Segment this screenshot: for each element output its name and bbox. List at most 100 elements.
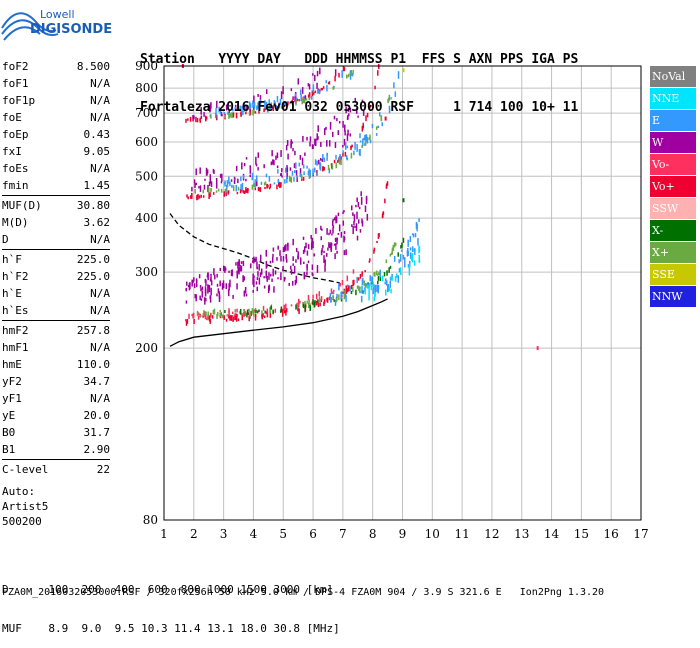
echo-mark — [408, 267, 411, 276]
echo-mark — [329, 229, 332, 234]
echo-mark — [248, 308, 250, 312]
param-value: 110.0 — [76, 358, 110, 371]
echo-mark — [254, 313, 257, 318]
echo-mark — [290, 177, 293, 183]
echo-mark — [297, 255, 299, 260]
param-value: 257.8 — [76, 324, 110, 337]
echo-mark — [347, 75, 350, 78]
echo-mark — [368, 260, 371, 263]
echo-mark — [277, 178, 280, 184]
param-label: hmE — [2, 358, 22, 371]
echo-mark — [365, 197, 368, 205]
echo-mark — [362, 290, 364, 294]
echo-mark — [311, 237, 314, 244]
echo-mark — [382, 211, 385, 215]
echo-mark — [268, 284, 271, 291]
echo-mark — [315, 293, 318, 300]
echo-mark — [383, 272, 386, 277]
echo-mark — [225, 104, 228, 111]
echo-mark — [410, 252, 412, 259]
echo-mark — [352, 226, 354, 235]
echo-mark — [216, 283, 219, 287]
echo-mark — [211, 315, 214, 319]
echo-mark — [279, 250, 281, 256]
echo-mark — [356, 276, 358, 284]
echo-mark — [345, 295, 347, 302]
echo-mark — [346, 275, 349, 282]
echo-mark — [250, 263, 252, 269]
echo-mark — [345, 106, 347, 114]
echo-mark — [320, 236, 322, 241]
echo-mark — [265, 101, 268, 109]
param-row: foF2 8.500 — [2, 58, 110, 75]
ion-profile-curve — [169, 298, 388, 347]
echo-mark — [343, 67, 346, 72]
echo-mark — [311, 301, 314, 305]
echo-mark — [197, 193, 199, 200]
echo-mark — [216, 100, 218, 109]
echo-mark — [343, 293, 346, 300]
echo-mark — [232, 113, 235, 118]
echo-mark — [297, 251, 299, 260]
param-label: B1 — [2, 443, 16, 456]
echo-mark — [393, 242, 396, 248]
echo-mark — [245, 112, 247, 115]
echo-mark — [349, 133, 351, 137]
echo-mark — [227, 190, 230, 194]
auto-software: Artist5 — [2, 500, 49, 513]
echo-mark — [371, 279, 373, 285]
echo-mark — [373, 296, 376, 302]
echo-mark — [346, 157, 349, 161]
echo-mark — [329, 243, 331, 249]
echo-mark — [240, 261, 243, 264]
echo-mark — [184, 319, 187, 322]
echo-mark — [238, 259, 240, 267]
echo-mark — [313, 91, 315, 95]
echo-mark — [205, 313, 207, 318]
echo-mark — [407, 239, 409, 247]
echo-mark — [309, 169, 311, 178]
echo-mark — [340, 231, 343, 238]
y-tick-label: 800 — [135, 81, 158, 95]
echo-mark — [268, 272, 270, 280]
param-label: B0 — [2, 426, 16, 439]
echo-mark — [361, 99, 364, 103]
echo-mark — [265, 270, 267, 279]
echo-mark — [248, 111, 251, 116]
echo-mark — [370, 281, 372, 287]
echo-mark — [229, 181, 231, 187]
echo-mark — [297, 307, 299, 312]
param-row: foF1p N/A — [2, 92, 110, 109]
echo-mark — [259, 95, 262, 102]
echo-mark — [356, 235, 359, 241]
echo-mark — [208, 193, 210, 200]
echo-mark — [278, 181, 281, 187]
echo-mark — [257, 186, 260, 192]
echo-mark — [399, 253, 402, 262]
echo-mark — [205, 116, 208, 120]
echo-mark — [231, 113, 233, 117]
echo-mark — [232, 311, 234, 314]
echo-mark — [280, 255, 282, 262]
echo-mark — [213, 308, 216, 315]
echo-mark — [203, 184, 206, 190]
echo-mark — [308, 168, 310, 176]
echo-mark — [256, 277, 259, 281]
echo-mark — [195, 294, 197, 302]
echo-mark — [359, 229, 362, 233]
echo-mark — [270, 273, 272, 277]
echo-mark — [364, 205, 367, 213]
echo-mark — [354, 97, 357, 102]
echo-mark — [228, 314, 230, 319]
echo-mark — [416, 223, 418, 232]
echo-mark — [185, 118, 187, 123]
echo-mark — [321, 228, 323, 231]
echo-mark — [302, 249, 305, 254]
echo-mark — [380, 116, 382, 121]
echo-mark — [274, 270, 277, 275]
echo-mark — [344, 290, 346, 295]
echo-mark — [241, 182, 244, 190]
echo-mark — [391, 249, 394, 255]
echo-mark — [254, 187, 257, 191]
echo-mark — [206, 315, 209, 321]
